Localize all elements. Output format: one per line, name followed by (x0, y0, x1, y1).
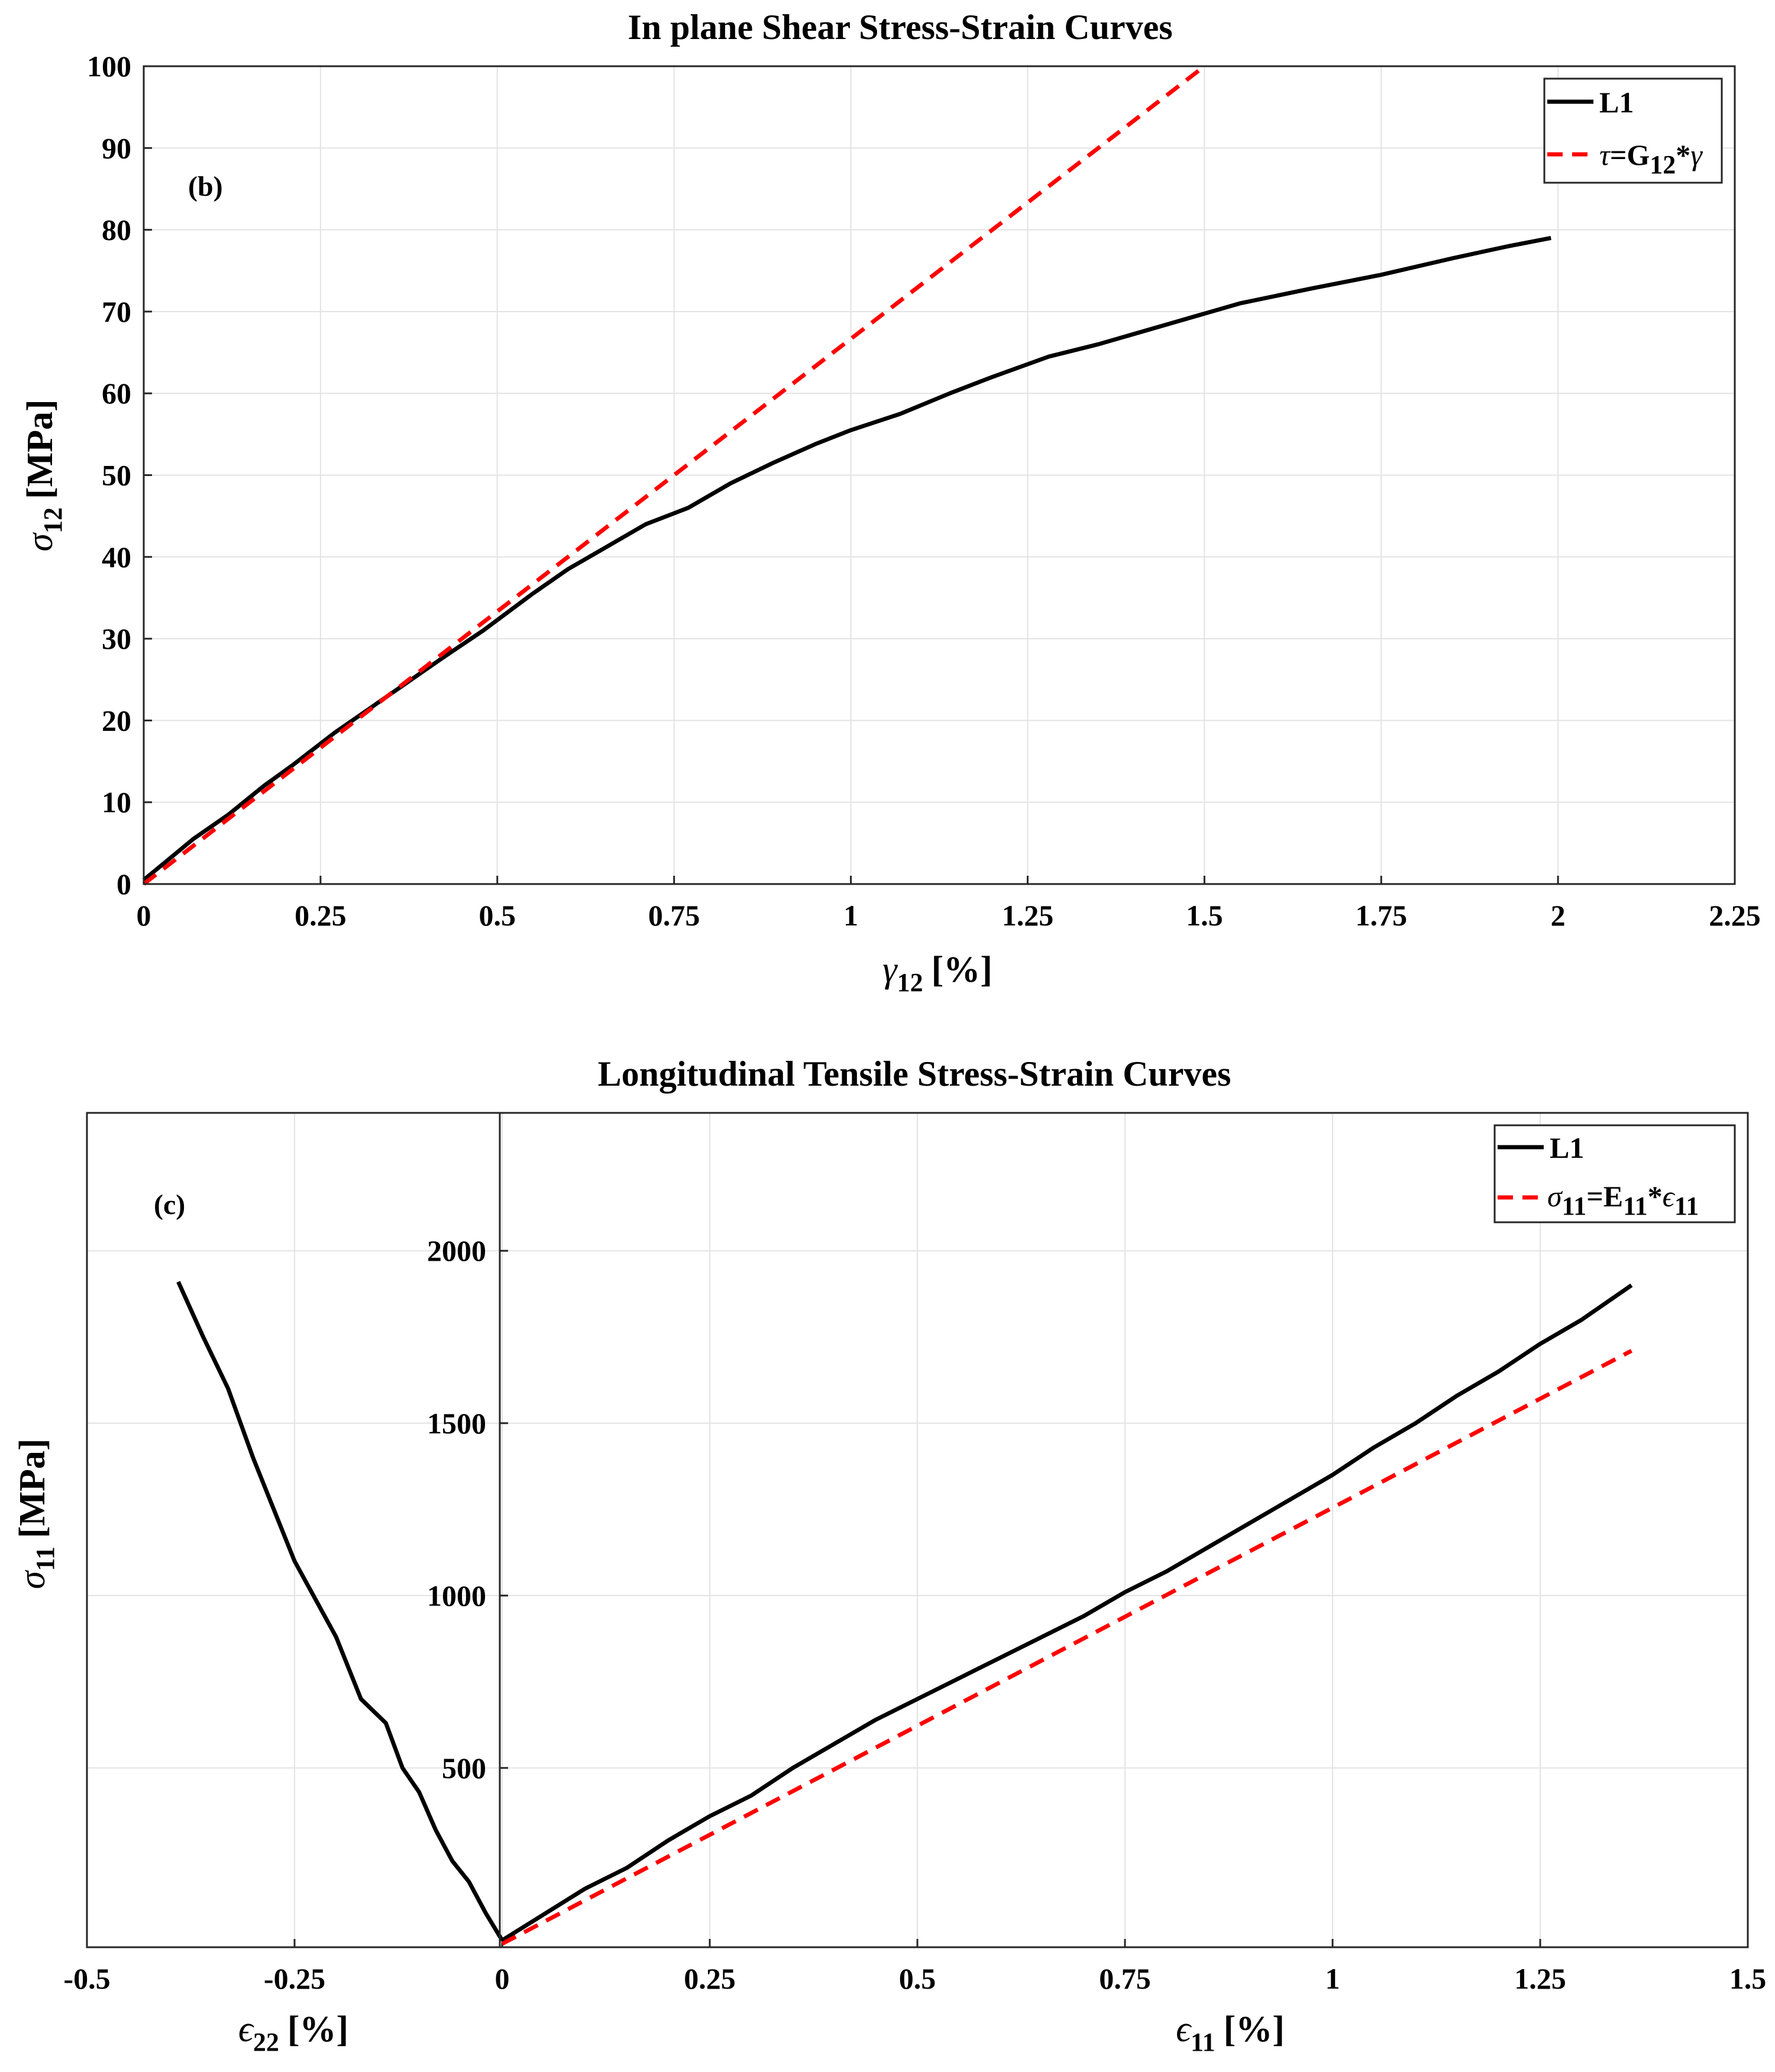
y-tick-label: 20 (102, 704, 131, 737)
tensile-x-ticks: -0.5 -0.25 0 0.25 0.5 0.75 1 1.25 1.5 (63, 1939, 1766, 1995)
x-tick-label: 0 (137, 899, 151, 932)
shear-legend-label-l1: L1 (1599, 86, 1634, 119)
tensile-plot-frame (86, 1112, 1749, 1948)
x-tick-label: 0.75 (1099, 1962, 1151, 1995)
x-tick-label: 1.5 (1186, 899, 1223, 932)
x-tick-label: -0.25 (264, 1962, 325, 1995)
x-tick-label: -0.5 (63, 1962, 110, 1995)
series-line-0 (142, 235, 1551, 882)
tensile-y-axis-label: σ11[MPa] (12, 1439, 60, 1589)
shear-legend-box (1543, 77, 1723, 184)
tensile-x-axis-label-e11: ϵ11 [%] (1176, 2009, 1285, 2057)
y-tick-label: 10 (102, 786, 131, 819)
y-tick-label: 1500 (427, 1407, 486, 1440)
shear-y-axis-label: σ12[MPa] (20, 399, 67, 551)
y-tick-label: 0 (117, 867, 131, 901)
y-tick-label: 2000 (427, 1234, 486, 1267)
y-tick-label: 100 (87, 50, 131, 83)
series-line-2 (501, 1349, 1633, 1946)
x-tick-label: 0.75 (648, 899, 700, 932)
shear-gridlines (143, 66, 1735, 885)
tensile-x-axis-label-e22: ϵ22 [%] (238, 2009, 348, 2057)
tensile-chart: Longitudinal Tensile Stress-Strain Curve… (12, 1054, 1766, 2057)
tensile-legend: L1 σ11=E11*ϵ11 (1493, 1124, 1736, 1223)
y-tick-label: 80 (102, 213, 131, 247)
shear-series (142, 64, 1551, 886)
y-tick-label: 500 (442, 1752, 486, 1785)
x-tick-label: 2.25 (1709, 899, 1761, 932)
tensile-panel-annotation: (c) (154, 1189, 185, 1220)
y-tick-label: 50 (102, 459, 131, 492)
tensile-chart-title: Longitudinal Tensile Stress-Strain Curve… (598, 1054, 1231, 1093)
shear-chart: In plane Shear Stress-Strain Curves 0102… (20, 8, 1761, 997)
x-tick-label: 2 (1551, 899, 1566, 932)
shear-plot-frame (143, 65, 1736, 885)
x-tick-label: 0.25 (295, 899, 347, 932)
y-tick-label: 40 (102, 540, 131, 574)
x-tick-label: 0.5 (479, 899, 516, 932)
x-tick-label: 0.5 (899, 1962, 936, 1995)
x-tick-label: 1.25 (1002, 899, 1054, 932)
shear-legend: L1 τ=G12*γ (1543, 77, 1723, 184)
y-tick-label: 60 (102, 377, 131, 410)
tensile-gridlines (86, 1113, 1748, 1947)
series-line-1 (176, 1281, 504, 1942)
tensile-y-ticks: 500 1000 1500 2000 (427, 1234, 508, 1785)
y-tick-label: 90 (102, 131, 131, 164)
tensile-legend-label-fit: σ11=E11*ϵ11 (1547, 1180, 1699, 1220)
y-tick-label: 1000 (427, 1579, 486, 1612)
shear-legend-label-fit: τ=G12*γ (1599, 138, 1703, 179)
y-tick-label: 70 (102, 295, 131, 328)
shear-x-axis-label: γ12 [%] (882, 950, 992, 997)
tensile-legend-box (1493, 1124, 1736, 1223)
tensile-legend-label-l1: L1 (1550, 1131, 1584, 1164)
shear-x-ticks: 0 0.25 0.5 0.75 1 1.25 1.5 1.75 2 2.25 (137, 876, 1761, 932)
tensile-series (176, 1281, 1633, 1946)
series-line-0 (501, 1283, 1633, 1942)
x-tick-label: 1 (843, 899, 858, 932)
y-tick-label: 30 (102, 622, 131, 655)
x-tick-label: 0 (495, 1962, 510, 1995)
x-tick-label: 1.75 (1355, 899, 1407, 932)
x-tick-label: 1 (1325, 1962, 1340, 1995)
x-tick-label: 0.25 (684, 1962, 736, 1995)
shear-panel-annotation: (b) (188, 171, 223, 202)
shear-chart-title: In plane Shear Stress-Strain Curves (628, 8, 1172, 47)
x-tick-label: 1.25 (1514, 1962, 1566, 1995)
x-tick-label: 1.5 (1729, 1962, 1767, 1995)
shear-y-ticks: 0 10 20 30 40 50 60 70 80 90 100 (87, 50, 152, 901)
